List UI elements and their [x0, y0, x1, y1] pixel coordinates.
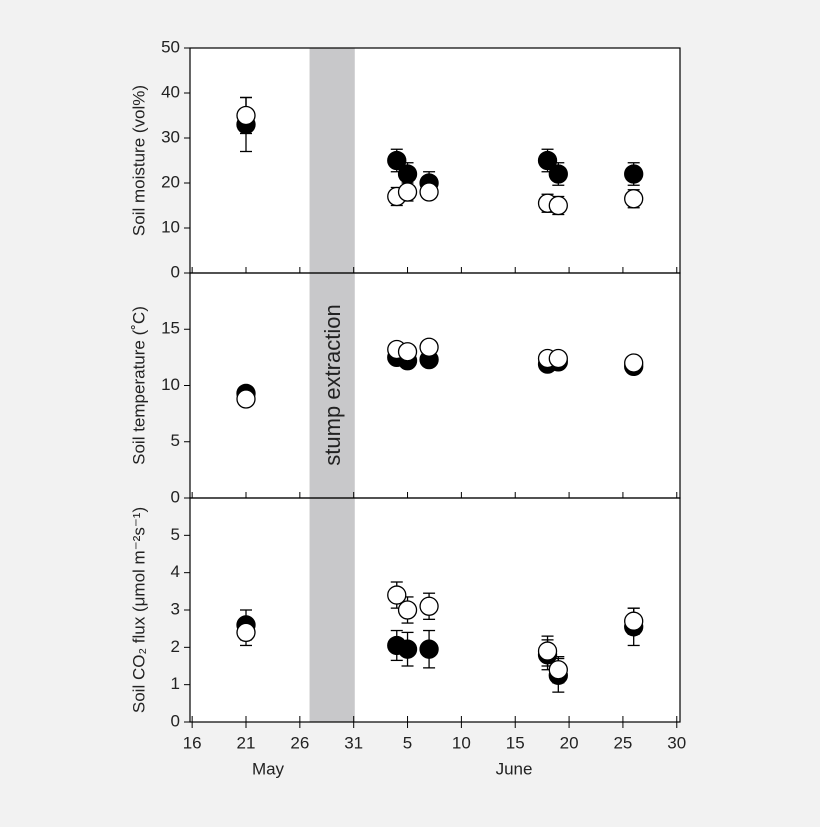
y-axis-label: Soil moisture (vol%) [129, 85, 148, 236]
y-axis-label: Soil CO₂ flux (μmol m⁻²s⁻¹) [129, 507, 148, 713]
annotation: stump extraction [320, 304, 345, 465]
marker [548, 660, 568, 680]
x-tick-label: 10 [452, 733, 471, 752]
y-tick-label: 10 [161, 375, 180, 394]
x-tick-label: 20 [560, 733, 579, 752]
y-tick-label: 30 [161, 127, 180, 146]
y-tick-label: 4 [171, 562, 180, 581]
marker [397, 182, 418, 202]
y-tick-label: 3 [171, 599, 180, 618]
shaded-band [309, 48, 355, 722]
y-tick-label: 2 [171, 637, 180, 656]
y-axis-label: Soil temperature (˚C) [129, 306, 148, 465]
marker [624, 353, 644, 373]
y-tick-label: 0 [171, 262, 180, 281]
marker [537, 150, 558, 171]
y-tick-label: 1 [171, 674, 180, 693]
x-tick-label: 30 [667, 733, 686, 752]
marker [387, 150, 407, 171]
y-tick-label: 20 [161, 172, 180, 191]
marker [397, 164, 418, 184]
marker [387, 585, 407, 605]
marker [419, 639, 439, 659]
x-tick-label: 26 [290, 733, 309, 752]
marker [397, 600, 418, 620]
marker [537, 641, 558, 661]
x-tick-label: 21 [237, 733, 256, 752]
marker [397, 342, 418, 362]
month-label: June [496, 759, 533, 778]
marker [548, 348, 568, 369]
marker [548, 164, 568, 184]
x-tick-label: 5 [403, 733, 412, 752]
y-tick-label: 0 [171, 711, 180, 730]
y-tick-label: 40 [161, 82, 180, 101]
marker [624, 189, 644, 209]
marker [397, 639, 418, 659]
x-tick-label: 25 [613, 733, 632, 752]
marker [624, 164, 644, 184]
x-tick-label: 31 [344, 733, 363, 752]
marker [419, 596, 439, 616]
marker [548, 195, 568, 216]
month-label: May [252, 759, 285, 778]
panel-frame [189, 497, 681, 723]
plot-area [190, 48, 680, 722]
marker [236, 105, 256, 126]
marker [236, 389, 256, 409]
y-tick-label: 10 [161, 217, 180, 236]
x-tick-label: 15 [506, 733, 525, 752]
y-tick-label: 15 [161, 319, 180, 338]
x-tick-label: 16 [183, 733, 202, 752]
y-tick-label: 5 [171, 431, 180, 450]
y-tick-label: 0 [171, 487, 180, 506]
marker [419, 337, 439, 357]
y-tick-label: 50 [161, 37, 180, 56]
marker [624, 611, 644, 631]
y-tick-label: 5 [171, 525, 180, 544]
marker [419, 182, 439, 202]
marker [236, 622, 256, 643]
